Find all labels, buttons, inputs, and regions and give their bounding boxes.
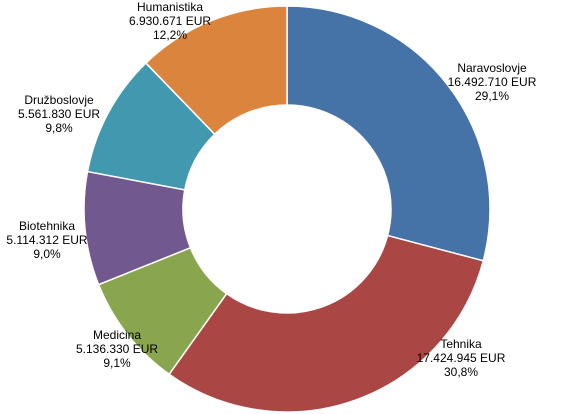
label-name-biotehnika: Biotehnika (19, 219, 75, 233)
label-amount-naravoslovje: 16.492.710 EUR (448, 75, 537, 89)
label-percent-humanistika: 12,2% (153, 28, 187, 42)
label-amount-biotehnika: 5.114.312 EUR (6, 233, 87, 247)
label-name-humanistika: Humanistika (137, 0, 203, 14)
label-percent-dru-boslovje: 9,8% (45, 121, 73, 135)
slice-naravoslovje (286, 5, 491, 262)
slice-humanistika (144, 5, 288, 136)
label-amount-humanistika: 6.930.671 EUR (129, 14, 211, 28)
label-name-tehnika: Tehnika (440, 337, 482, 351)
label-percent-medicina: 9,1% (103, 356, 131, 370)
label-percent-tehnika: 30,8% (444, 365, 478, 379)
label-percent-naravoslovje: 29,1% (475, 89, 509, 103)
slices-layer (83, 5, 491, 413)
label-amount-dru-boslovje: 5.561.830 EUR (18, 107, 100, 121)
label-amount-medicina: 5.136.330 EUR (76, 342, 158, 356)
label-name-naravoslovje: Naravoslovje (457, 61, 527, 75)
label-name-medicina: Medicina (93, 328, 141, 342)
label-name-dru-boslovje: Družboslovje (24, 93, 94, 107)
label-percent-biotehnika: 9,0% (33, 247, 61, 261)
slice-tehnika (168, 234, 485, 413)
label-amount-tehnika: 17.424.945 EUR (417, 351, 506, 365)
